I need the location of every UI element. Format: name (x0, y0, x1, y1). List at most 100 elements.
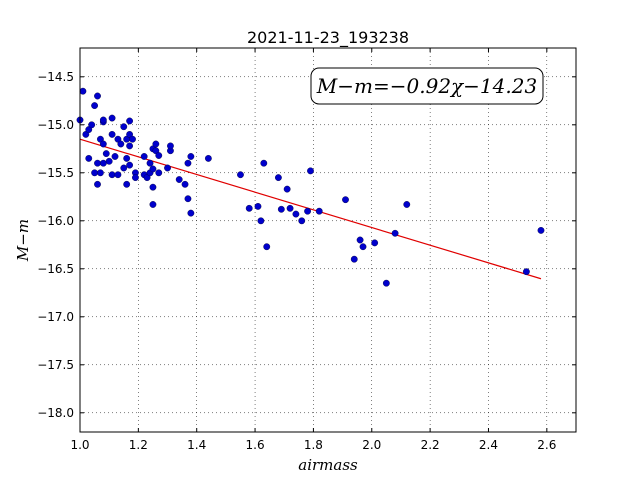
fit-equation-label: M−m=−0.92χ−14.23 (316, 74, 537, 98)
chart-title: 2021-11-23_193238 (247, 28, 409, 48)
data-point (237, 171, 244, 179)
plot-area (80, 48, 576, 432)
data-point (315, 207, 323, 215)
ticks (79, 48, 576, 432)
y-tick-label: −18.0 (37, 406, 74, 420)
data-point (350, 255, 358, 263)
data-point (149, 165, 157, 173)
data-point (132, 174, 139, 182)
data-point (283, 185, 291, 193)
data-point (120, 123, 128, 131)
data-point (298, 217, 306, 225)
data-point (108, 171, 116, 179)
data-point (245, 204, 253, 212)
y-tick-labels: −14.5 −15.0 −15.5 −16.0 −16.5 −17.0 −17.5 −18.0 (37, 70, 74, 420)
data-point (149, 201, 157, 208)
x-tick-label: 1.0 (70, 438, 89, 452)
x-tick-label: 1.6 (246, 438, 265, 452)
data-point (97, 169, 104, 177)
data-point (155, 169, 163, 177)
data-point (187, 153, 195, 160)
data-point (167, 142, 174, 150)
data-point (164, 164, 171, 172)
data-point (114, 171, 122, 179)
data-point (292, 210, 300, 218)
fit-annotation: M−m=−0.92χ−14.23 (310, 67, 544, 105)
x-tick-labels: 1.0 1.2 1.4 1.6 1.8 2.0 2.2 2.4 2.6 (70, 438, 556, 452)
data-point (184, 195, 192, 203)
data-point (99, 159, 107, 167)
y-axis-label: M−m (14, 219, 32, 262)
data-point (91, 169, 98, 177)
data-point (257, 217, 265, 225)
data-point (129, 135, 136, 143)
data-point (123, 154, 131, 162)
fit-line (79, 138, 542, 280)
data-point (263, 243, 271, 251)
x-tick-label: 1.2 (129, 438, 148, 452)
data-point (102, 150, 110, 158)
data-point (108, 130, 116, 138)
data-point (108, 114, 116, 122)
grid (79, 48, 576, 432)
data-point (79, 87, 87, 95)
data-point (274, 174, 282, 182)
data-point (126, 161, 134, 169)
data-point (91, 102, 98, 110)
data-point (184, 159, 192, 167)
data-point (181, 180, 189, 188)
data-point (359, 243, 367, 251)
x-tick-label: 1.4 (187, 438, 206, 452)
fit-layer (79, 138, 542, 280)
data-point (356, 236, 364, 244)
points-layer (76, 87, 545, 287)
data-point (152, 140, 160, 148)
data-point (126, 142, 134, 150)
y-tick-label: −17.0 (37, 310, 74, 324)
y-tick-label: −15.5 (37, 166, 74, 180)
data-point (391, 229, 399, 237)
data-point (537, 226, 545, 234)
plot-frame (79, 47, 577, 433)
data-point (403, 201, 411, 208)
data-point (304, 207, 311, 215)
data-point (371, 239, 379, 247)
x-tick-label: 2.0 (362, 438, 381, 452)
data-point (382, 279, 390, 287)
data-point (204, 154, 212, 162)
data-point (146, 159, 154, 167)
y-tick-label: −15.0 (37, 118, 74, 132)
y-tick-label: −17.5 (37, 358, 74, 372)
x-axis-label: airmass (298, 456, 358, 474)
x-tick-label: 1.8 (304, 438, 323, 452)
data-point (254, 202, 262, 210)
data-point (523, 268, 530, 276)
data-point (175, 176, 183, 183)
data-point (94, 92, 101, 100)
data-point (85, 154, 93, 162)
data-point (120, 164, 128, 172)
y-tick-label: −16.5 (37, 262, 74, 276)
data-point (277, 205, 285, 213)
data-point (99, 116, 107, 124)
annotation-box (310, 67, 544, 105)
data-point (105, 157, 113, 165)
data-point (149, 183, 157, 191)
data-point (140, 153, 148, 160)
x-tick-label: 2.4 (479, 438, 498, 452)
data-point (123, 180, 131, 188)
data-point (286, 204, 294, 212)
data-point (342, 196, 349, 204)
data-point (88, 121, 96, 129)
data-point (126, 117, 134, 125)
y-tick-label: −16.0 (37, 214, 74, 228)
data-point (94, 159, 101, 167)
data-point (117, 140, 125, 148)
y-tick-label: −14.5 (37, 70, 74, 84)
data-point (99, 140, 107, 148)
data-point (260, 159, 268, 167)
data-point (307, 167, 314, 175)
data-point (111, 153, 119, 160)
x-tick-label: 2.2 (421, 438, 440, 452)
